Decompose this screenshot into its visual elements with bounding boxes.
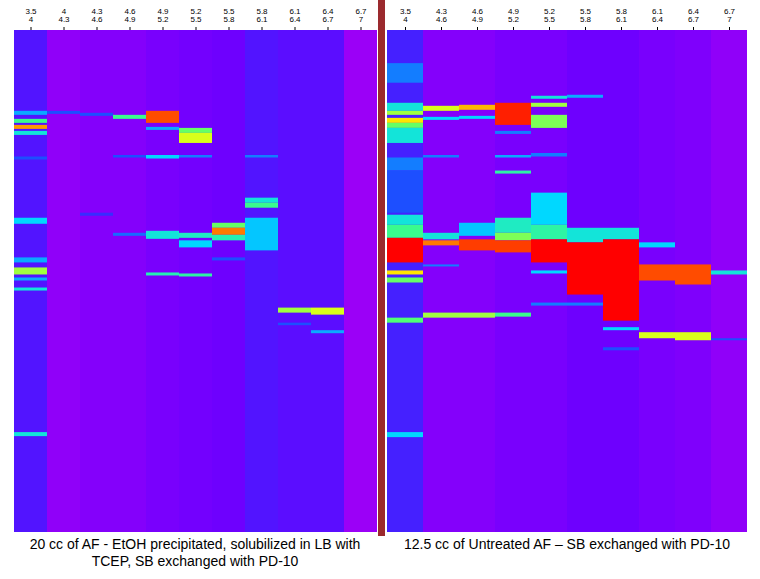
svg-text:5.55.8: 5.55.8: [223, 7, 235, 24]
svg-text:4.64.9: 4.64.9: [472, 7, 484, 24]
html-text:12.5 cc of Untreated AF – SB e: 12.5 cc of Untreated AF – SB exchanged w…: [404, 536, 730, 552]
svg-text:3.54: 3.54: [25, 7, 37, 24]
svg-text:4.64.9: 4.64.9: [124, 7, 136, 24]
svg-text:4.95.2: 4.95.2: [508, 7, 520, 24]
html-text:20 cc of AF - EtOH precipitate: 20 cc of AF - EtOH precipitated, solubil…: [29, 536, 361, 569]
svg-text:3.54: 3.54: [400, 7, 412, 24]
svg-text:6.77: 6.77: [724, 7, 736, 24]
svg-text:4.34.6: 4.34.6: [436, 7, 448, 24]
svg-text:6.77: 6.77: [355, 7, 367, 24]
svg-text:5.25.5: 5.25.5: [544, 7, 556, 24]
svg-text:5.86.1: 5.86.1: [616, 7, 628, 24]
svg-text:6.16.4: 6.16.4: [289, 7, 301, 24]
svg-text:6.46.7: 6.46.7: [688, 7, 700, 24]
svg-text:4.34.6: 4.34.6: [91, 7, 103, 24]
svg-text:6.16.4: 6.16.4: [652, 7, 664, 24]
svg-text:44.3: 44.3: [58, 7, 70, 24]
svg-text:5.25.5: 5.25.5: [190, 7, 202, 24]
svg-text:5.55.8: 5.55.8: [580, 7, 592, 24]
svg-text:5.86.1: 5.86.1: [256, 7, 268, 24]
svg-text:4.95.2: 4.95.2: [157, 7, 169, 24]
svg-text:6.46.7: 6.46.7: [322, 7, 334, 24]
